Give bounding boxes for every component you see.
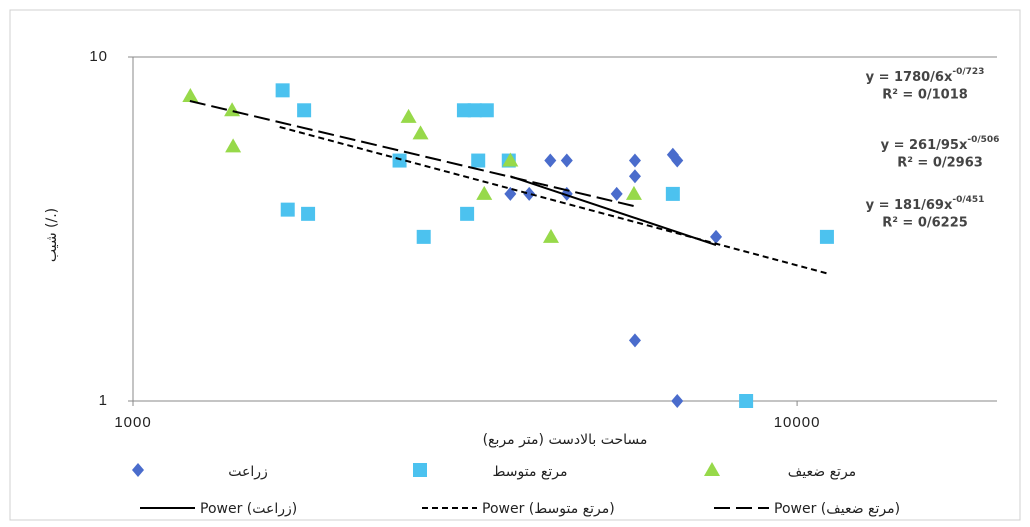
trendline-r2: R² = 0/2963 — [897, 156, 983, 171]
point — [819, 229, 834, 244]
point — [628, 153, 641, 168]
point — [739, 394, 754, 408]
y-axis-label: شیب (/.) — [44, 208, 60, 262]
trendline-r2: R² = 0/1018 — [882, 88, 968, 103]
point — [412, 125, 429, 140]
x-tick-label: 10000 — [774, 414, 821, 431]
trendline-equation: y = 1780/6x-0/723 — [866, 67, 985, 85]
trendline — [189, 100, 639, 209]
point — [225, 138, 242, 153]
equation-exponent: -0/506 — [967, 135, 999, 145]
point — [182, 88, 199, 103]
point — [471, 153, 486, 168]
legend-label: مرتع ضعیف — [788, 464, 856, 480]
point — [479, 103, 494, 118]
x-axis-label: مساحت بالادست (متر مربع) — [483, 432, 648, 448]
y-tick-label: 1 — [99, 392, 108, 409]
point — [280, 202, 295, 217]
point — [400, 108, 417, 123]
legend-marker — [413, 463, 427, 477]
point — [301, 206, 316, 221]
point — [544, 153, 557, 168]
point — [502, 152, 519, 167]
point — [671, 394, 684, 408]
legend-label: زراعت — [228, 464, 268, 480]
point — [665, 186, 680, 201]
y-tick-label: 10 — [89, 48, 108, 65]
point — [476, 185, 493, 200]
point — [625, 185, 642, 200]
point — [542, 228, 559, 243]
point — [297, 103, 312, 118]
point — [628, 169, 641, 184]
point — [456, 103, 471, 118]
legend-marker — [132, 463, 144, 477]
equation-text: y = 1780/6x — [866, 70, 953, 85]
legend-label: Power (زراعت) — [200, 501, 297, 517]
point — [523, 186, 536, 201]
chart-frame — [9, 9, 1021, 521]
point — [628, 333, 641, 348]
x-tick-label: 1000 — [114, 414, 151, 431]
equation-text: y = 181/69x — [866, 198, 953, 213]
trendline — [279, 126, 828, 275]
point — [416, 229, 431, 244]
trendline-equation: y = 181/69x-0/451 — [866, 195, 985, 213]
legend-marker — [704, 462, 720, 476]
equation-text: y = 261/95x — [881, 138, 968, 153]
point — [275, 83, 290, 98]
equation-exponent: -0/451 — [952, 195, 984, 205]
point — [610, 186, 623, 201]
point — [710, 229, 723, 244]
point — [504, 186, 517, 201]
trendline-equation: y = 261/95x-0/506 — [881, 135, 1000, 153]
point — [560, 153, 573, 168]
trendline-r2: R² = 0/6225 — [882, 216, 968, 231]
point — [392, 153, 407, 168]
legend-label: Power (مرتع متوسط) — [482, 501, 615, 517]
point — [460, 206, 475, 221]
point — [467, 103, 482, 118]
point — [671, 153, 684, 168]
equation-exponent: -0/723 — [952, 67, 984, 77]
legend-label: Power (مرتع ضعیف) — [774, 501, 900, 517]
legend-label: مرتع متوسط — [493, 464, 568, 480]
